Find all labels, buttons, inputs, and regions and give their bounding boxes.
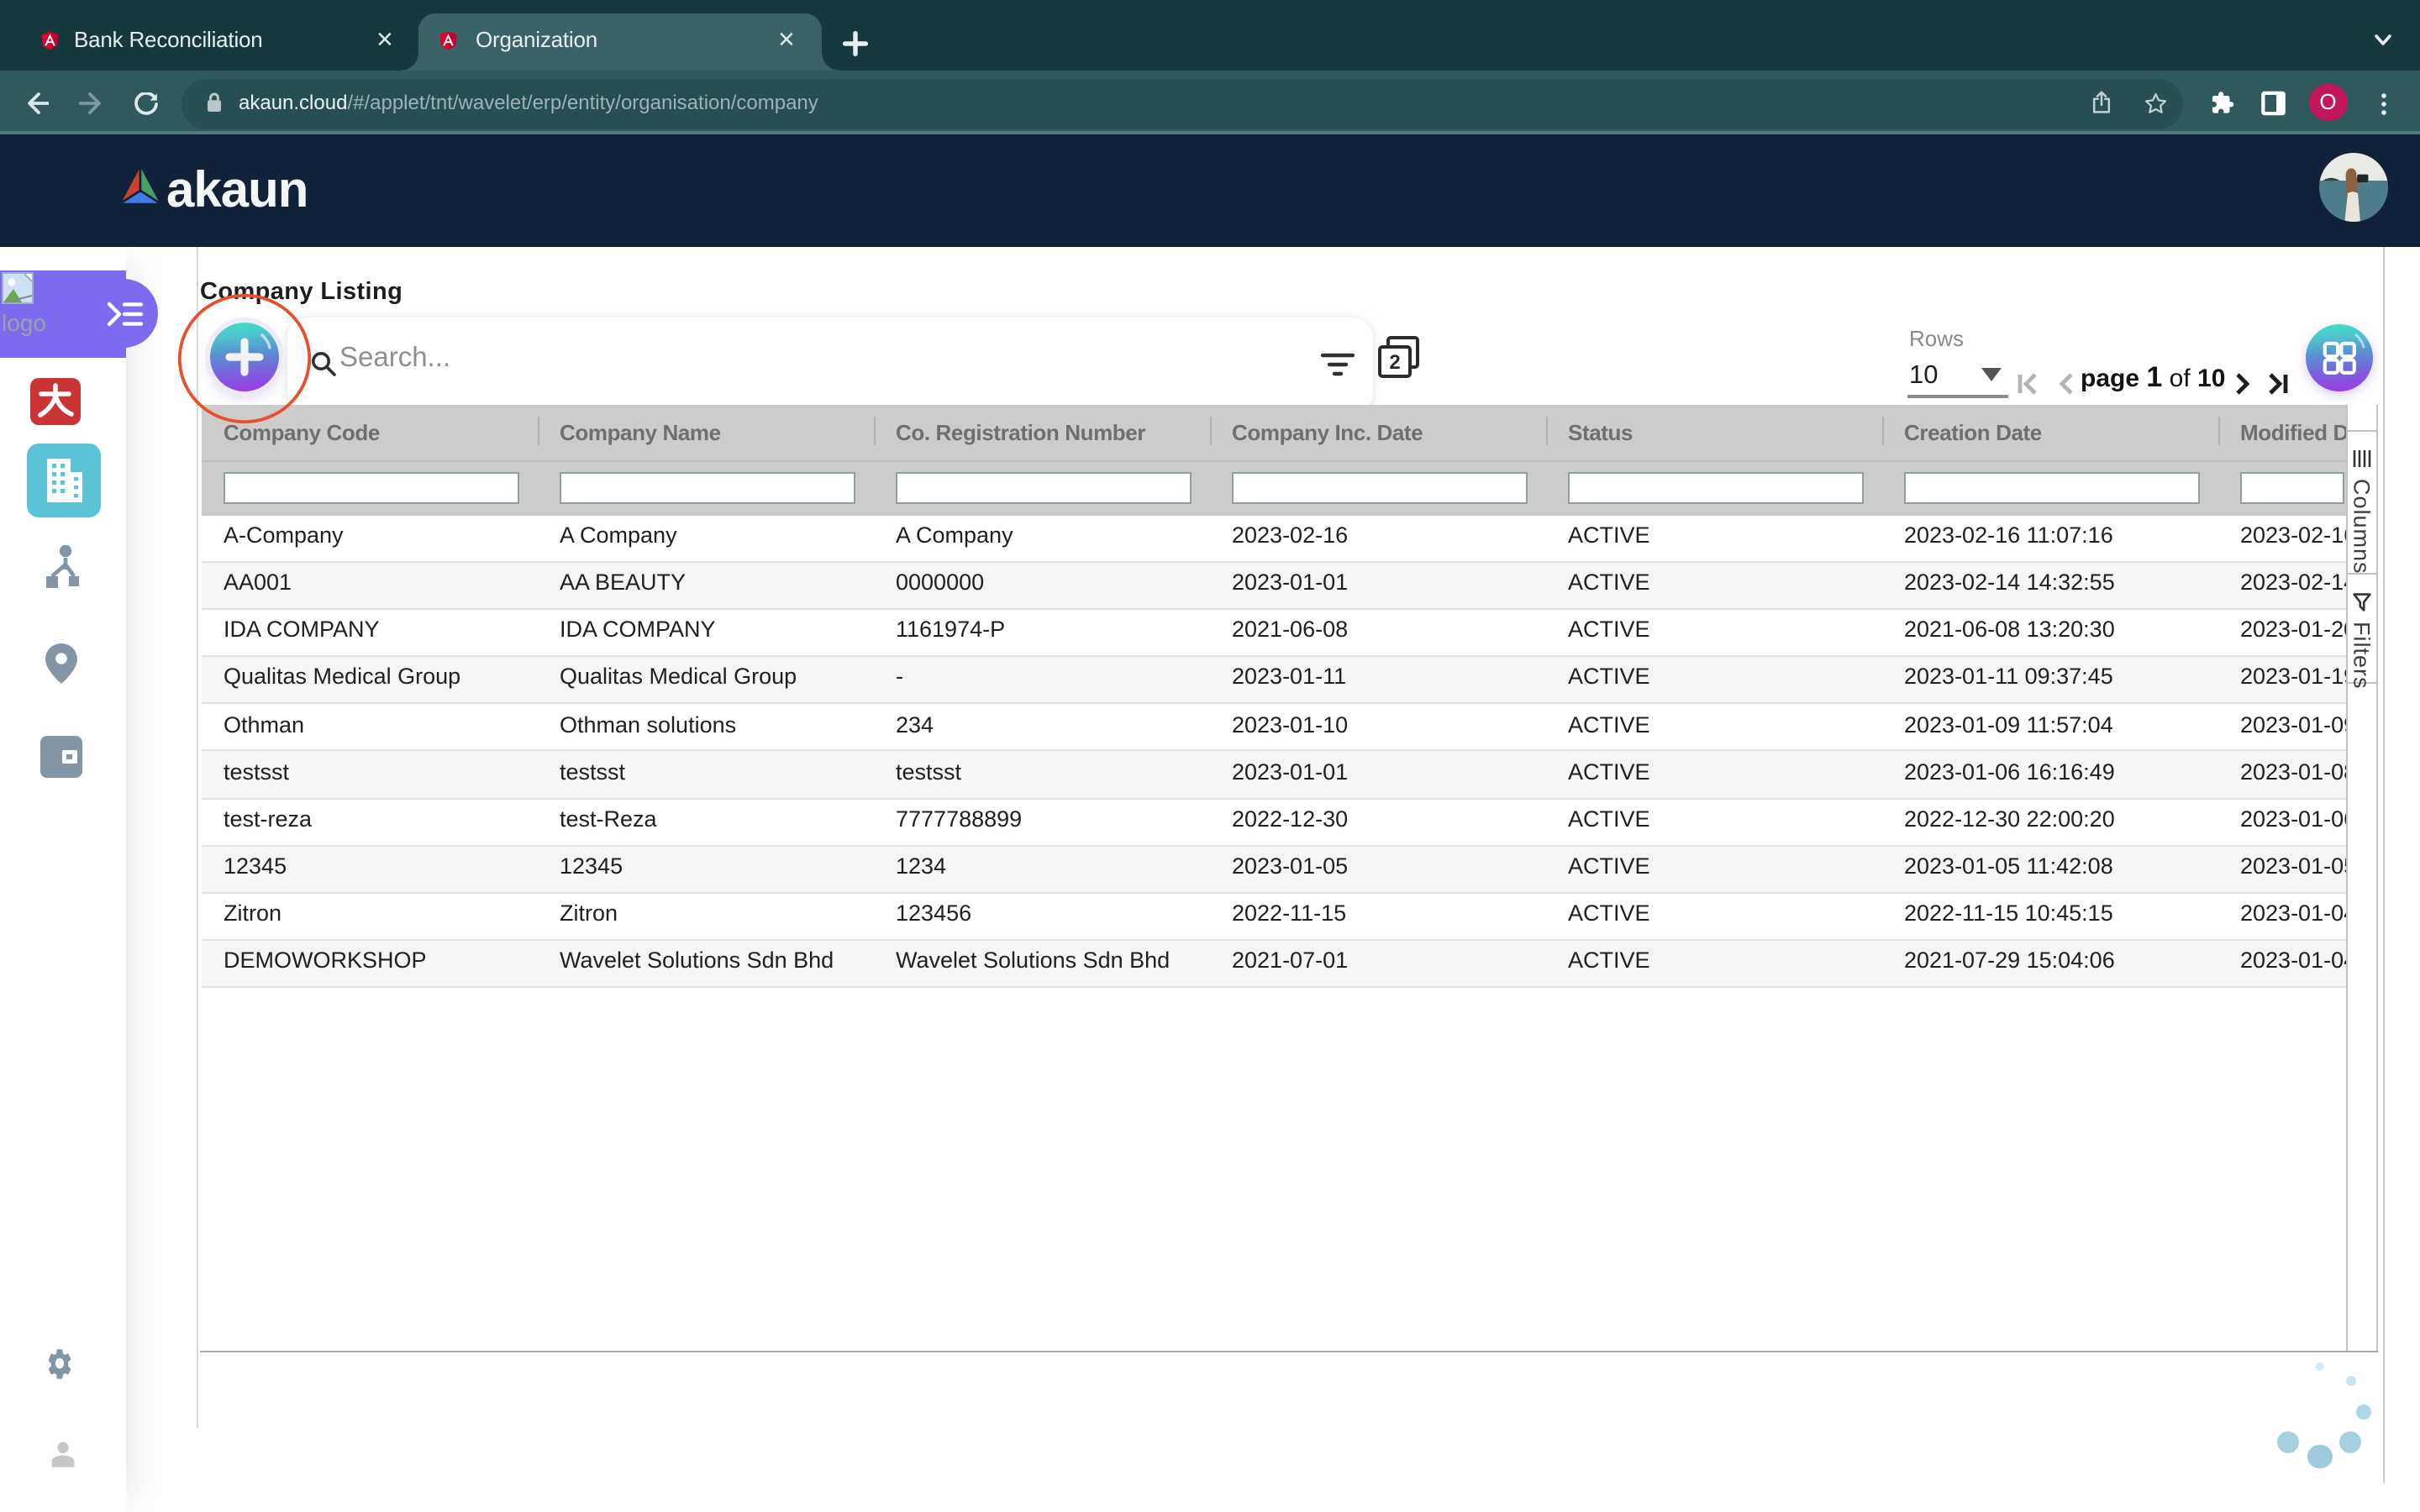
svg-text:2: 2 [1389,351,1400,374]
